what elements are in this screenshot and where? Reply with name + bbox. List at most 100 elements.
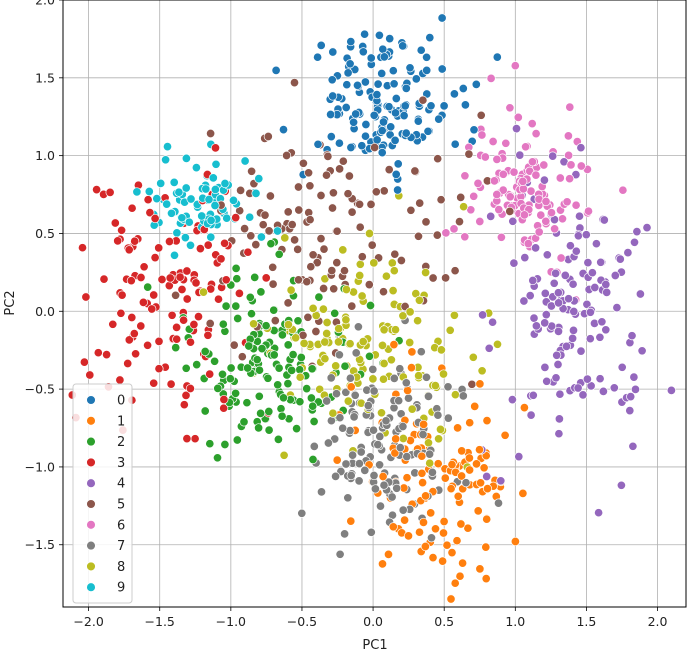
data-point-class-4 [496, 476, 506, 486]
data-point-class-2 [254, 365, 265, 375]
data-point-class-3 [205, 369, 215, 379]
data-point-class-8 [357, 291, 367, 301]
data-point-class-9 [177, 213, 187, 223]
data-point-class-9 [228, 195, 239, 205]
data-point-class-8 [343, 396, 353, 406]
data-point-class-4 [596, 257, 606, 267]
data-point-class-2 [287, 365, 297, 375]
data-point-class-9 [210, 200, 220, 211]
data-point-class-4 [539, 175, 549, 185]
data-point-class-3 [116, 308, 126, 318]
data-point-class-8 [318, 304, 328, 314]
data-point-class-2 [250, 272, 260, 282]
data-point-class-7 [418, 429, 428, 440]
data-point-class-3 [93, 348, 103, 358]
data-point-class-0 [391, 93, 401, 104]
data-point-class-6 [618, 185, 628, 195]
data-point-class-2 [293, 316, 303, 326]
data-point-class-8 [198, 287, 209, 297]
data-point-class-3 [154, 364, 164, 374]
data-point-class-7 [331, 471, 341, 481]
data-point-class-3 [182, 434, 192, 444]
data-point-class-8 [450, 390, 460, 400]
data-point-class-3 [127, 203, 137, 213]
data-point-class-2 [273, 380, 283, 390]
data-point-class-8 [358, 337, 368, 347]
data-point-class-1 [510, 536, 520, 547]
data-point-class-5 [246, 231, 256, 241]
data-point-class-5 [332, 226, 342, 236]
data-point-class-0 [313, 52, 323, 62]
data-point-class-5 [264, 226, 274, 236]
data-point-class-0 [405, 63, 415, 73]
legend-label: 4 [117, 477, 125, 492]
data-point-class-4 [525, 291, 535, 301]
data-point-class-8 [414, 295, 424, 305]
data-point-class-8 [423, 438, 434, 448]
data-point-class-8 [291, 333, 301, 343]
data-point-class-8 [378, 374, 389, 384]
data-point-class-7 [443, 382, 453, 392]
data-point-class-2 [213, 383, 223, 393]
data-point-class-4 [582, 374, 592, 384]
data-point-class-5 [247, 166, 257, 176]
data-point-class-3 [136, 321, 146, 331]
data-point-class-3 [79, 357, 89, 367]
data-point-class-1 [418, 517, 429, 527]
data-point-class-5 [410, 166, 420, 176]
data-point-class-8 [320, 337, 330, 347]
data-point-class-0 [384, 102, 394, 112]
data-point-class-7 [458, 391, 468, 401]
data-point-class-0 [379, 52, 389, 62]
data-point-class-6 [565, 174, 575, 184]
data-point-class-6 [498, 169, 508, 179]
data-point-class-4 [549, 278, 559, 288]
data-point-class-1 [346, 382, 356, 392]
data-point-class-6 [469, 191, 479, 201]
data-point-class-9 [169, 177, 179, 187]
data-point-class-5 [378, 287, 389, 297]
data-point-class-1 [479, 463, 489, 473]
data-point-class-5 [302, 277, 312, 287]
data-point-class-5 [260, 210, 270, 220]
data-point-class-2 [232, 274, 242, 284]
data-point-class-2 [232, 435, 242, 445]
data-point-class-0 [346, 37, 356, 47]
x-axis-label: PC1 [362, 638, 387, 653]
data-point-class-0 [351, 109, 361, 119]
legend-label: 1 [117, 414, 125, 429]
data-point-class-2 [309, 416, 319, 427]
data-point-class-5 [303, 312, 313, 322]
data-point-class-1 [465, 465, 475, 475]
data-point-class-4 [585, 334, 595, 344]
data-point-class-6 [498, 185, 508, 195]
data-point-class-4 [595, 332, 605, 342]
data-point-class-7 [340, 529, 350, 539]
data-point-class-0 [377, 148, 387, 158]
data-point-class-3 [115, 375, 125, 385]
data-point-class-6 [539, 160, 549, 170]
data-point-class-6 [555, 173, 565, 183]
data-point-class-8 [355, 270, 365, 281]
data-point-class-0 [449, 89, 459, 99]
data-point-class-9 [161, 155, 171, 165]
data-point-class-2 [181, 363, 191, 373]
data-point-class-2 [246, 309, 257, 319]
data-point-class-2 [218, 319, 228, 329]
data-point-class-5 [357, 252, 367, 262]
data-point-class-2 [143, 282, 153, 292]
data-point-class-6 [510, 61, 520, 71]
data-point-class-1 [433, 459, 443, 469]
data-point-class-4 [666, 385, 676, 395]
data-point-class-5 [347, 207, 357, 217]
data-point-class-5 [433, 154, 443, 164]
data-point-class-1 [346, 516, 356, 526]
data-point-class-4 [571, 170, 581, 180]
data-point-class-4 [585, 307, 595, 317]
y-tick-label: −1.0 [25, 459, 55, 474]
data-point-class-4 [598, 386, 608, 396]
data-point-class-4 [602, 287, 612, 297]
data-point-class-1 [457, 471, 467, 481]
data-point-class-0 [372, 90, 382, 100]
data-point-class-1 [407, 347, 417, 357]
